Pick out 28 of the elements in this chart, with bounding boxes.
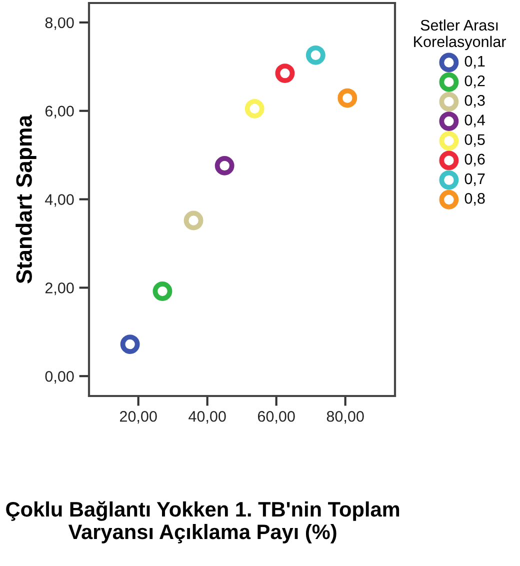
x-tick-label: 80,00 <box>326 410 364 424</box>
legend-label: 0,3 <box>464 95 485 108</box>
legend-label: 0,6 <box>464 154 485 166</box>
point <box>184 210 204 230</box>
legend-label: 0,5 <box>464 134 485 147</box>
legend-label: 0,8 <box>464 192 485 206</box>
point <box>306 45 326 65</box>
y-tick-label: 8,00 <box>45 17 74 30</box>
y-tick-label: 2,00 <box>45 282 74 296</box>
point <box>214 156 234 176</box>
point <box>120 334 140 354</box>
x-axis-title: Çoklu Bağlantı Yokken 1. TB'nin Toplam Varyansı Açıklama Payı (%) <box>6 501 400 544</box>
x-tick-label: 20,00 <box>120 410 157 424</box>
point <box>275 64 295 83</box>
legend-label: 0,2 <box>464 75 485 88</box>
point <box>338 88 358 108</box>
legend-title: Setler Arası Korelasyonlar <box>414 19 506 50</box>
point <box>152 282 172 301</box>
legend-label: 0,7 <box>464 173 485 186</box>
x-tick-label: 40,00 <box>188 410 226 424</box>
x-tick-label: 60,00 <box>258 410 295 424</box>
y-axis-title: Standart Sapma <box>16 114 36 284</box>
y-tick-label: 0,00 <box>45 370 74 384</box>
y-tick-label: 6,00 <box>45 106 74 118</box>
legend-label: 0,4 <box>464 114 485 128</box>
y-tick-label: 4,00 <box>45 194 74 207</box>
legend-label: 0,1 <box>464 56 485 68</box>
point <box>244 98 264 118</box>
